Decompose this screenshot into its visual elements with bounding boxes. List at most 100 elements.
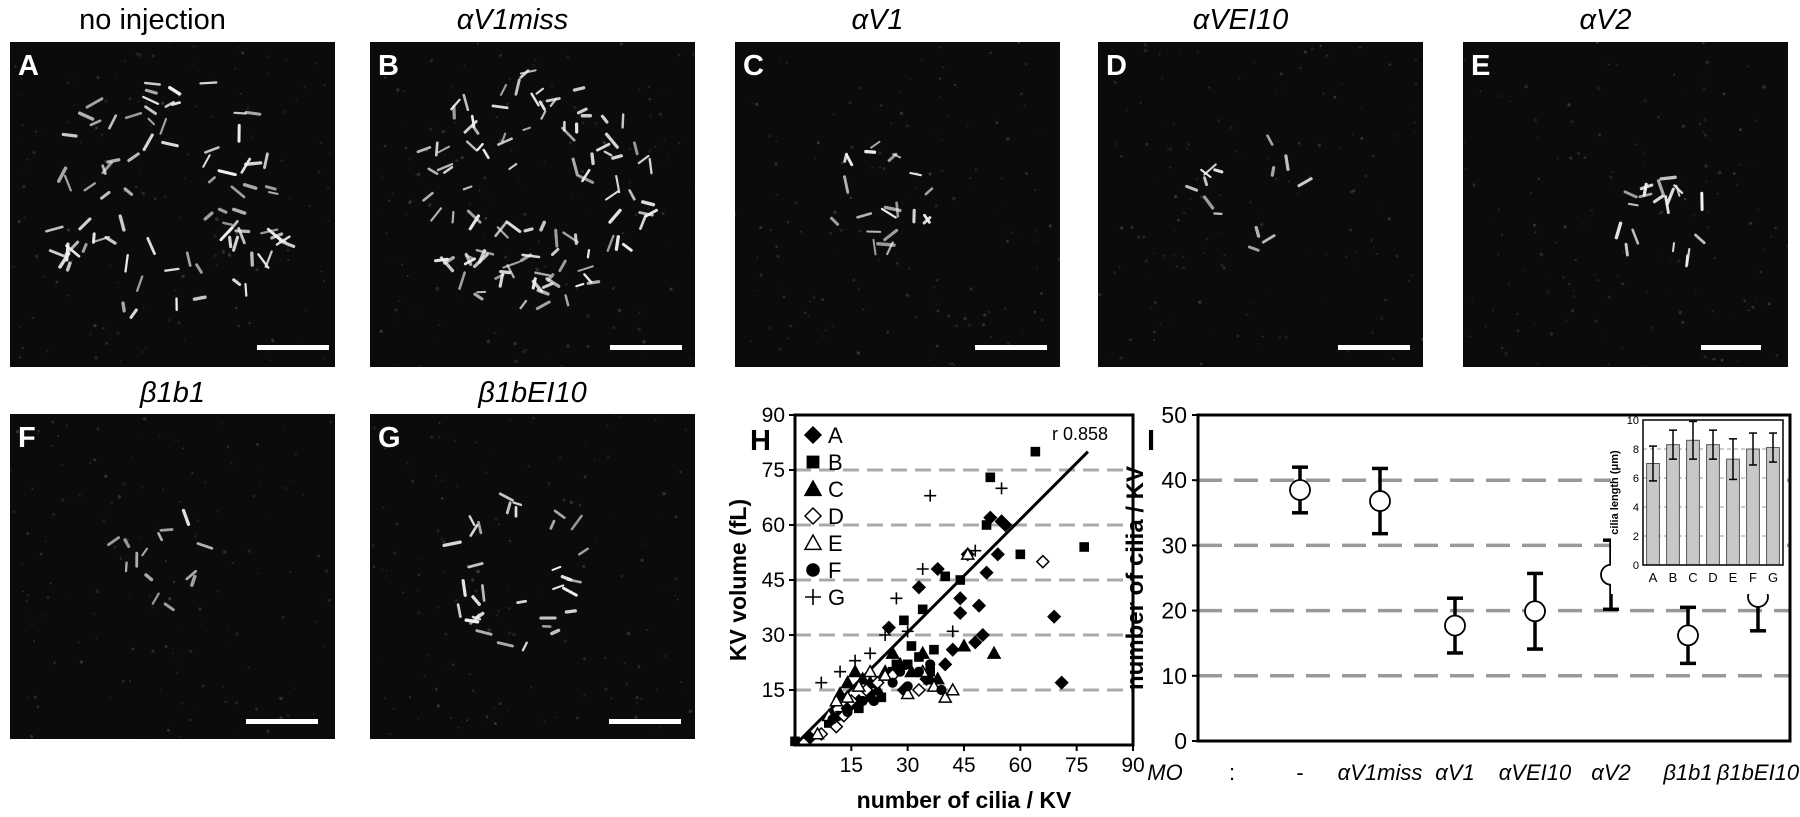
noise-speck	[1572, 290, 1575, 293]
noise-speck	[1119, 226, 1124, 230]
data-point	[906, 641, 917, 651]
noise-speck	[602, 141, 607, 145]
noise-speck	[628, 147, 631, 151]
noise-speck	[1098, 292, 1102, 297]
noise-speck	[934, 204, 938, 208]
noise-speck	[70, 259, 74, 262]
cilium	[463, 257, 477, 266]
legend-label: E	[828, 531, 843, 556]
noise-speck	[1129, 338, 1132, 342]
noise-speck	[1167, 124, 1169, 127]
noise-speck	[195, 704, 198, 707]
noise-speck	[441, 130, 445, 134]
noise-speck	[508, 539, 512, 543]
noise-speck	[1017, 42, 1021, 44]
cilium	[491, 104, 509, 110]
noise-speck	[93, 613, 96, 615]
noise-speck	[648, 149, 652, 153]
noise-speck	[775, 245, 778, 248]
cilium	[530, 92, 540, 107]
noise-speck	[1010, 231, 1013, 234]
noise-speck	[993, 116, 995, 118]
mo-category: -	[1296, 760, 1304, 785]
noise-speck	[580, 197, 582, 199]
noise-speck	[1537, 177, 1540, 181]
noise-speck	[180, 736, 182, 738]
cilia-c	[735, 42, 1060, 366]
noise-speck	[430, 435, 434, 439]
cilium	[230, 185, 246, 199]
noise-speck	[327, 598, 331, 602]
x-tick-label: 45	[952, 754, 975, 777]
noise-speck	[20, 77, 23, 80]
noise-speck	[1569, 156, 1573, 160]
noise-speck	[19, 47, 22, 49]
cilium	[462, 93, 470, 112]
data-point	[887, 677, 898, 688]
noise-speck	[940, 169, 944, 173]
cilium	[263, 152, 269, 170]
noise-speck	[173, 580, 176, 583]
noise-speck	[417, 172, 421, 177]
noise-speck	[476, 569, 480, 574]
legend-label: D	[828, 504, 844, 529]
noise-speck	[102, 519, 106, 523]
noise-speck	[694, 191, 695, 193]
noise-speck	[50, 445, 53, 447]
cilium	[550, 247, 560, 257]
legend-label: C	[828, 477, 844, 502]
data-point	[940, 571, 951, 582]
noise-speck	[444, 632, 448, 636]
noise-speck	[286, 248, 290, 252]
cilium	[64, 240, 80, 256]
noise-speck	[12, 510, 16, 514]
noise-speck	[1341, 83, 1343, 86]
noise-speck	[394, 308, 398, 312]
panel-letter: F	[18, 422, 36, 454]
cilium	[1270, 165, 1276, 177]
noise-speck	[822, 335, 825, 337]
noise-speck	[1692, 214, 1695, 217]
noise-speck	[170, 724, 172, 726]
noise-speck	[372, 426, 376, 430]
x-axis-label: number of cilia / KV	[857, 787, 1072, 813]
noise-speck	[1264, 292, 1266, 294]
noise-speck	[1646, 366, 1648, 367]
cilium	[233, 111, 247, 115]
data-point	[902, 659, 913, 670]
noise-speck	[809, 300, 811, 303]
noise-speck	[1412, 106, 1414, 108]
noise-speck	[1509, 100, 1512, 103]
noise-speck	[966, 125, 969, 128]
noise-speck	[1395, 254, 1399, 258]
noise-speck	[938, 77, 942, 80]
noise-speck	[1317, 143, 1322, 148]
noise-speck	[438, 436, 441, 438]
noise-speck	[524, 348, 528, 352]
noise-speck	[1349, 228, 1352, 232]
noise-speck	[166, 728, 170, 732]
noise-speck	[496, 609, 500, 613]
noise-speck	[475, 441, 478, 444]
mo-category: αV1	[1435, 760, 1475, 785]
noise-speck	[566, 344, 570, 348]
noise-speck	[189, 718, 192, 722]
inset-bar	[1746, 448, 1760, 566]
noise-speck	[928, 359, 931, 362]
noise-speck	[444, 154, 446, 156]
noise-speck	[1590, 209, 1593, 212]
cilium	[586, 248, 591, 259]
mo-category: αV1miss	[1337, 760, 1423, 785]
data-point	[945, 642, 960, 657]
noise-speck	[248, 321, 251, 325]
noise-speck	[1702, 87, 1706, 91]
noise-speck	[385, 145, 387, 148]
noise-speck	[142, 486, 144, 489]
noise-speck	[382, 506, 385, 509]
data-point	[902, 681, 913, 692]
inset-x-tick-label: E	[1729, 570, 1738, 585]
noise-speck	[142, 306, 145, 308]
data-point	[995, 482, 1008, 495]
noise-speck	[89, 461, 92, 464]
noise-speck	[955, 324, 958, 328]
